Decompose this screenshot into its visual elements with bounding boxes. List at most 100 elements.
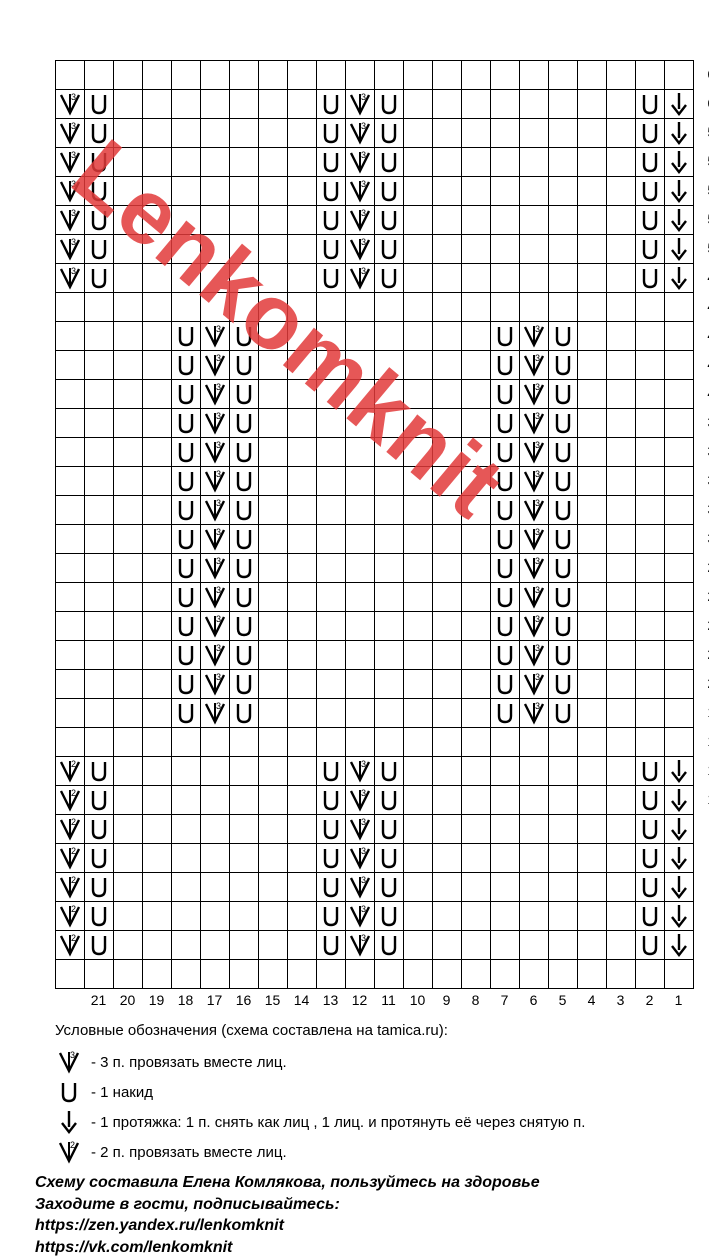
chart-cell	[636, 728, 665, 757]
svg-text:3: 3	[361, 846, 366, 856]
row-number-label: 29	[699, 559, 709, 575]
stitch-symbol-U	[85, 119, 113, 147]
chart-cell	[665, 554, 694, 583]
chart-cell	[172, 438, 201, 467]
chart-cell	[665, 119, 694, 148]
chart-cell: 3	[201, 525, 230, 554]
chart-cell: 3	[520, 322, 549, 351]
chart-cell	[607, 612, 636, 641]
stitch-symbol-v3: 3	[520, 612, 548, 640]
chart-cell	[549, 583, 578, 612]
chart-cell	[607, 322, 636, 351]
chart-cell	[462, 293, 491, 322]
chart-cell	[578, 438, 607, 467]
chart-cell	[578, 844, 607, 873]
row-number-label: 7	[699, 878, 709, 894]
chart-row: 33	[56, 699, 694, 728]
chart-cell	[114, 206, 143, 235]
chart-cell	[636, 931, 665, 960]
chart-cell	[549, 61, 578, 90]
chart-cell	[143, 757, 172, 786]
chart-cell	[317, 583, 346, 612]
chart-cell: 2	[56, 815, 85, 844]
chart-cell	[520, 119, 549, 148]
svg-text:3: 3	[216, 614, 221, 624]
chart-cell	[549, 757, 578, 786]
chart-cell	[636, 235, 665, 264]
chart-cell	[578, 931, 607, 960]
chart-row: 23	[56, 815, 694, 844]
chart-row: 33	[56, 525, 694, 554]
chart-cell	[433, 293, 462, 322]
chart-cell: 3	[520, 641, 549, 670]
chart-cell	[114, 119, 143, 148]
chart-cell	[201, 960, 230, 989]
chart-cell	[172, 496, 201, 525]
chart-cell	[665, 322, 694, 351]
chart-cell	[317, 496, 346, 525]
chart-cell	[404, 670, 433, 699]
stitch-symbol-U	[230, 612, 258, 640]
stitch-symbol-down	[665, 844, 693, 872]
chart-cell	[259, 119, 288, 148]
svg-text:3: 3	[535, 672, 540, 682]
chart-row	[56, 61, 694, 90]
chart-cell	[114, 322, 143, 351]
stitch-symbol-v3: 3	[346, 902, 374, 930]
chart-row: 33	[56, 670, 694, 699]
chart-cell	[404, 583, 433, 612]
chart-cell	[607, 815, 636, 844]
chart-cell	[636, 351, 665, 380]
chart-cell	[143, 554, 172, 583]
stitch-symbol-U	[375, 264, 403, 292]
stitch-symbol-U	[85, 815, 113, 843]
row-number-label: 23	[699, 646, 709, 662]
stitch-symbol-U	[317, 873, 345, 901]
chart-cell	[201, 902, 230, 931]
chart-cell	[375, 119, 404, 148]
chart-cell	[259, 931, 288, 960]
chart-cell	[288, 583, 317, 612]
chart-cell	[201, 90, 230, 119]
chart-cell	[665, 90, 694, 119]
chart-cell	[491, 380, 520, 409]
col-number-label: 9	[432, 992, 461, 1008]
svg-text:3: 3	[216, 701, 221, 711]
chart-cell	[201, 815, 230, 844]
chart-cell	[259, 380, 288, 409]
chart-cell	[143, 786, 172, 815]
col-number-label: 14	[287, 992, 316, 1008]
svg-text:3: 3	[535, 382, 540, 392]
stitch-symbol-v3: 3	[201, 641, 229, 669]
chart-row: 33	[56, 641, 694, 670]
chart-cell	[636, 670, 665, 699]
svg-text:3: 3	[216, 643, 221, 653]
chart-cell	[85, 931, 114, 960]
stitch-symbol-v3: 3	[520, 351, 548, 379]
svg-text:3: 3	[71, 150, 76, 160]
chart-cell	[143, 90, 172, 119]
col-number-label: 11	[374, 992, 403, 1008]
chart-cell	[114, 148, 143, 177]
chart-cell	[143, 931, 172, 960]
chart-cell	[317, 554, 346, 583]
chart-cell	[346, 583, 375, 612]
chart-cell	[607, 583, 636, 612]
stitch-symbol-v3: 3	[346, 264, 374, 292]
credits-line-3: https://zen.yandex.ru/lenkomknit	[35, 1215, 540, 1237]
chart-cell	[288, 873, 317, 902]
stitch-symbol-v3: 3	[520, 699, 548, 727]
stitch-symbol-U	[172, 438, 200, 466]
svg-text:3: 3	[71, 208, 76, 218]
chart-cell	[404, 380, 433, 409]
chart-cell	[172, 206, 201, 235]
chart-cell	[433, 699, 462, 728]
chart-cell	[665, 757, 694, 786]
chart-cell	[230, 380, 259, 409]
row-number-label: 49	[699, 269, 709, 285]
chart-cell	[288, 496, 317, 525]
chart-cell	[317, 873, 346, 902]
stitch-symbol-U	[549, 467, 577, 495]
svg-text:3: 3	[361, 759, 366, 769]
chart-cell	[636, 119, 665, 148]
